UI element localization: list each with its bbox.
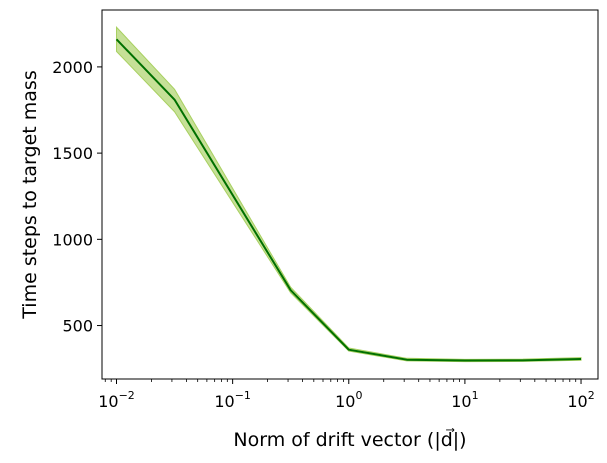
- y-tick-label: 500: [62, 317, 93, 336]
- axis-ticks: 500 1000 1500 2000 10−2 10−1 100 101 102: [52, 58, 594, 411]
- y-axis-label: Time steps to target mass: [19, 70, 41, 319]
- x-tick-label: 10−2: [98, 389, 135, 411]
- y-tick-label: 2000: [52, 58, 93, 77]
- x-tick-label: 10−1: [214, 389, 251, 411]
- axes-frame: [101, 9, 599, 380]
- x-tick-label: 102: [567, 389, 594, 411]
- series-line: [115, 38, 582, 362]
- plot-area: [115, 25, 582, 363]
- y-tick-label: 1500: [52, 144, 93, 163]
- x-tick-label: 101: [451, 389, 478, 411]
- y-tick-label: 1000: [52, 230, 93, 249]
- confidence-band: [116, 25, 582, 363]
- x-axis-label: Norm of drift vector (|d⃗|): [233, 428, 466, 451]
- x-tick-label: 100: [335, 389, 362, 411]
